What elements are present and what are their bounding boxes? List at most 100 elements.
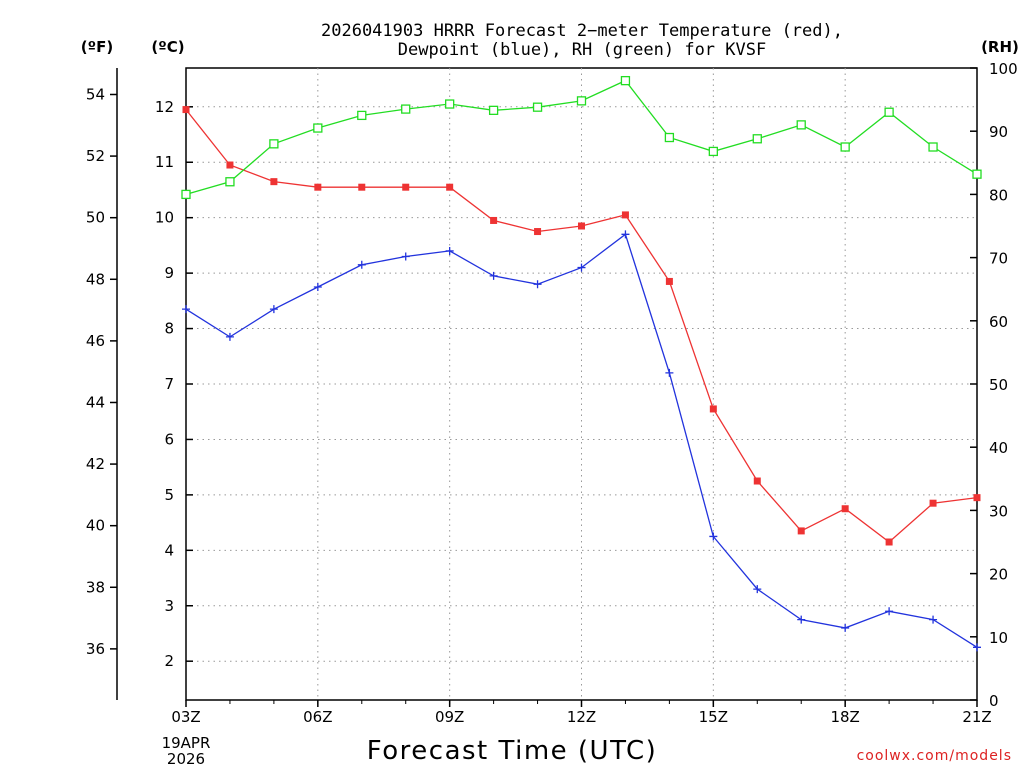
rh-point xyxy=(269,139,279,149)
2-meter-temperature-point xyxy=(885,538,893,546)
dewpoint-point xyxy=(665,368,674,377)
rh-tick-label: 30 xyxy=(989,502,1008,520)
celsius-tick-label: 4 xyxy=(164,541,174,559)
chart-subtitle: Dewpoint (blue), RH (green) for KVSF xyxy=(398,40,766,60)
x-tick-label: 09Z xyxy=(435,708,464,726)
x-tick-label: 06Z xyxy=(303,708,332,726)
2-meter-temperature-point xyxy=(358,183,366,191)
rh-tick-label: 100 xyxy=(989,60,1018,78)
rh-tick-label: 90 xyxy=(989,123,1008,141)
rh-tick-label: 0 xyxy=(989,692,999,710)
2-meter-temperature-point xyxy=(973,494,981,502)
rh-point xyxy=(752,134,762,144)
rh-tick-label: 20 xyxy=(989,566,1008,584)
dewpoint-point xyxy=(533,280,542,289)
rh-point xyxy=(357,110,367,121)
rh-tick-label: 80 xyxy=(989,186,1008,204)
rh-tick-label: 10 xyxy=(989,629,1008,647)
2-meter-temperature-point xyxy=(709,405,717,413)
x-tick-label: 15Z xyxy=(699,708,728,726)
dewpoint-point xyxy=(841,623,850,632)
rh-point xyxy=(576,96,587,106)
dewpoint-point xyxy=(621,230,630,239)
2-meter-temperature-point xyxy=(621,211,629,219)
2-meter-temperature-point xyxy=(446,183,454,191)
dewpoint-point xyxy=(401,252,410,261)
2-meter-temperature-point xyxy=(182,106,190,114)
2-meter-temperature-point xyxy=(841,505,849,513)
x-axis-title: Forecast Time (UTC) xyxy=(367,736,658,766)
dewpoint-point xyxy=(182,305,190,314)
fahrenheit-tick-label: 42 xyxy=(86,455,105,473)
rh-point xyxy=(972,169,982,179)
2-meter-temperature-point xyxy=(665,277,673,285)
celsius-tick-label: 9 xyxy=(164,264,174,282)
celsius-tick-label: 5 xyxy=(164,486,174,504)
dewpoint-point xyxy=(577,263,586,272)
rh-axis-label: (RH) xyxy=(981,38,1019,56)
celsius-tick-label: 12 xyxy=(155,98,174,116)
rh-tick-label: 50 xyxy=(989,376,1008,394)
dewpoint-point xyxy=(225,332,234,341)
rh-point xyxy=(532,102,543,112)
dewpoint-point xyxy=(929,615,938,624)
rh-point xyxy=(664,132,675,143)
fahrenheit-tick-label: 52 xyxy=(86,147,105,165)
rh-point xyxy=(840,142,850,152)
rh-tick-label: 40 xyxy=(989,439,1008,457)
dewpoint-point xyxy=(753,585,762,594)
dewpoint-point xyxy=(313,282,322,291)
2-meter-temperature-point xyxy=(490,216,498,224)
celsius-tick-label: 8 xyxy=(164,320,174,338)
dewpoint-point xyxy=(269,305,278,314)
dewpoint-point xyxy=(709,532,718,541)
2-meter-temperature-line xyxy=(185,109,978,543)
2-meter-temperature-point xyxy=(402,183,410,191)
2-meter-temperature-point xyxy=(226,161,234,169)
2-meter-temperature-point xyxy=(314,183,322,191)
chart-title: 2026041903 HRRR Forecast 2−meter Tempera… xyxy=(321,21,843,41)
celsius-tick-label: 3 xyxy=(164,597,174,615)
fahrenheit-tick-label: 36 xyxy=(86,640,105,658)
axis-ticks: 03Z 06Z 09Z 12Z 15Z 18Z 21Z 2 3 4 5 6 7 8 9 10 11 12 36 38 4… xyxy=(86,60,1018,726)
fahrenheit-tick-label: 50 xyxy=(86,209,105,227)
2-meter-temperature-point xyxy=(797,527,805,535)
celsius-tick-label: 6 xyxy=(164,430,174,448)
rh-point xyxy=(401,104,411,114)
dewpoint-point xyxy=(797,615,806,624)
celsius-tick-label: 2 xyxy=(164,652,174,670)
rh-point xyxy=(313,123,323,133)
dewpoint-point xyxy=(489,271,498,280)
data-series xyxy=(181,75,982,652)
date-label-year: 2026 xyxy=(167,750,205,768)
watermark: coolwx.com/models xyxy=(857,748,1012,764)
rh-tick-label: 60 xyxy=(989,313,1008,331)
2-meter-temperature-point xyxy=(270,178,278,186)
fahrenheit-tick-label: 48 xyxy=(86,270,105,288)
gridlines xyxy=(186,68,977,700)
rh-point xyxy=(928,142,938,152)
fahrenheit-tick-label: 46 xyxy=(86,332,105,350)
2-meter-temperature-point xyxy=(929,499,937,507)
celsius-tick-label: 7 xyxy=(164,375,174,393)
dewpoint-point xyxy=(885,607,894,616)
dewpoint-point xyxy=(357,260,366,269)
rh-point xyxy=(884,107,894,117)
x-tick-label: 03Z xyxy=(171,708,200,726)
celsius-axis-label: (ºC) xyxy=(151,38,184,56)
dewpoint-point xyxy=(445,246,454,255)
fahrenheit-axis-label: (ºF) xyxy=(81,38,113,56)
date-label-month: 19APR xyxy=(162,734,211,752)
fahrenheit-tick-label: 38 xyxy=(86,578,105,596)
x-tick-label: 18Z xyxy=(830,708,859,726)
rh-point xyxy=(181,189,191,200)
x-tick-label: 12Z xyxy=(567,708,596,726)
rh-point xyxy=(225,177,235,187)
rh-point xyxy=(796,120,806,130)
celsius-tick-label: 11 xyxy=(155,153,174,171)
2-meter-temperature-point xyxy=(534,228,542,236)
x-tick-label: 21Z xyxy=(962,708,991,726)
rh-tick-label: 70 xyxy=(989,250,1008,268)
rh-point xyxy=(488,105,499,115)
